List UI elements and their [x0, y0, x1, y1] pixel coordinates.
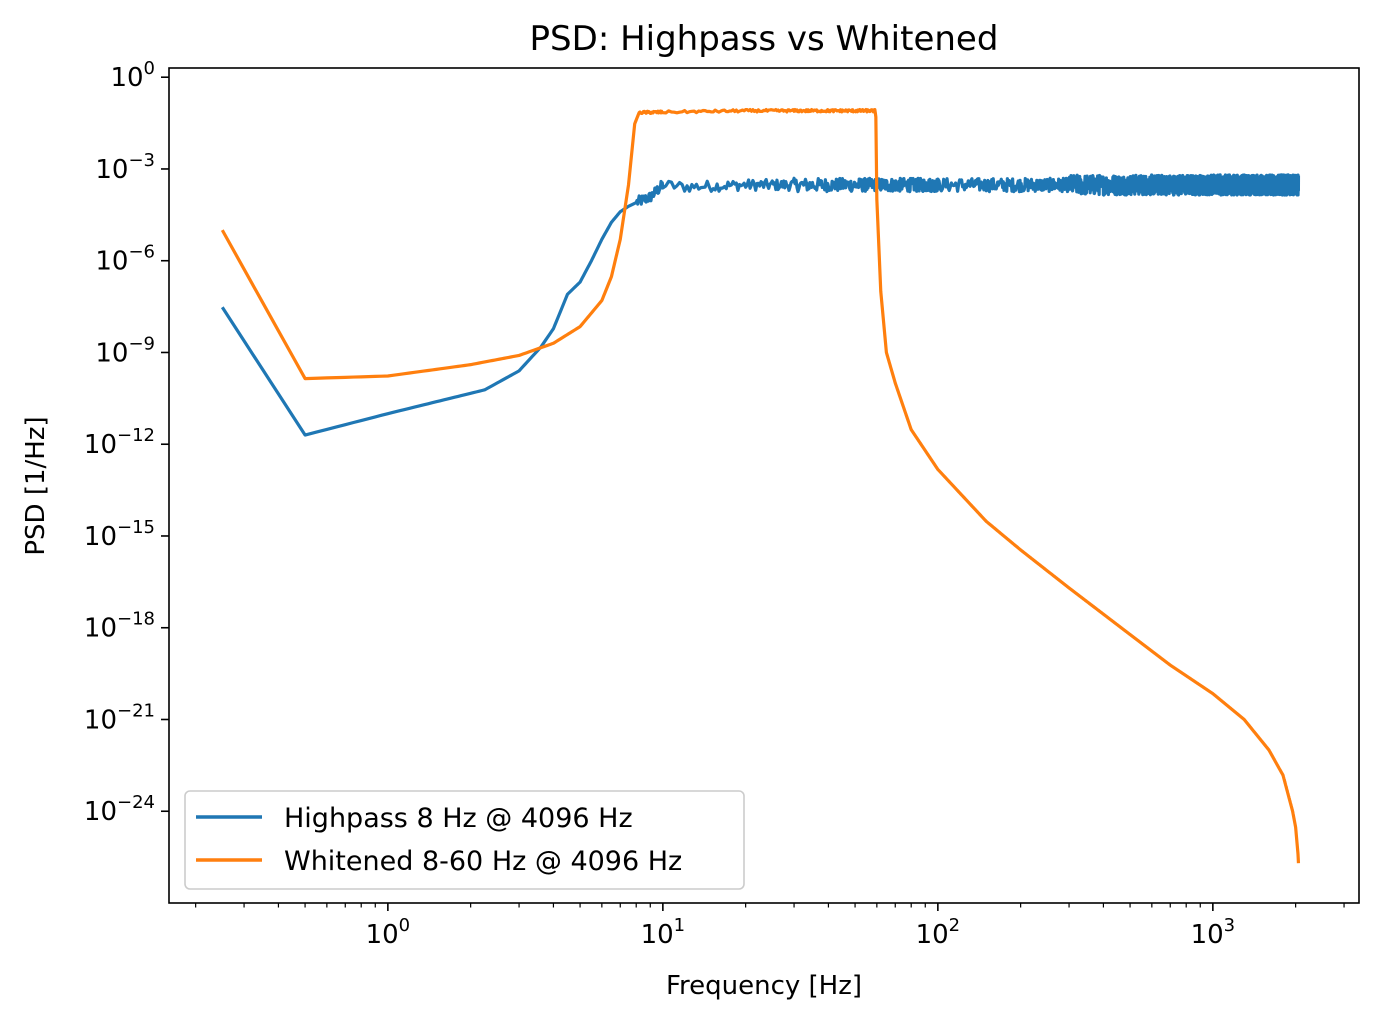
y-axis-ticks: 100 10−3 10−6 10−9 10−12 10−15 10−18 10−21 10−24 — [84, 58, 169, 827]
series-line-1 — [220, 107, 1301, 864]
y-tick-label-3: 10−9 — [95, 333, 155, 368]
y-axis-label: PSD [1/Hz] — [21, 416, 51, 555]
x-axis-ticks: 100 101 102 103 — [195, 903, 1345, 950]
x-tick-label-3: 103 — [1191, 915, 1236, 950]
plot-frame — [168, 67, 1360, 904]
legend-label-highpass: Highpass 8 Hz @ 4096 Hz — [284, 803, 633, 834]
y-tick-label-5: 10−15 — [84, 517, 155, 552]
x-tick-label-2: 102 — [916, 915, 961, 950]
y-tick-label-8: 10−24 — [84, 792, 155, 827]
y-tick-label-4: 10−12 — [84, 425, 155, 460]
x-tick-label-0: 100 — [366, 915, 411, 950]
legend-box — [184, 790, 745, 890]
x-tick-label-1: 101 — [641, 915, 686, 950]
y-tick-label-7: 10−21 — [84, 700, 155, 735]
y-tick-label-6: 10−18 — [84, 609, 155, 644]
y-tick-label-0: 100 — [110, 58, 155, 93]
chart-title: PSD: Highpass vs Whitened — [530, 19, 999, 59]
y-tick-label-2: 10−6 — [95, 242, 155, 277]
plot-lines — [220, 107, 1301, 864]
y-tick-label-1: 10−3 — [95, 150, 155, 185]
legend: Highpass 8 Hz @ 4096 Hz Whitened 8-60 Hz… — [184, 790, 745, 890]
legend-label-whitened: Whitened 8-60 Hz @ 4096 Hz — [284, 846, 682, 877]
x-axis-label: Frequency [Hz] — [666, 971, 862, 1001]
series-line-0 — [220, 173, 1301, 437]
